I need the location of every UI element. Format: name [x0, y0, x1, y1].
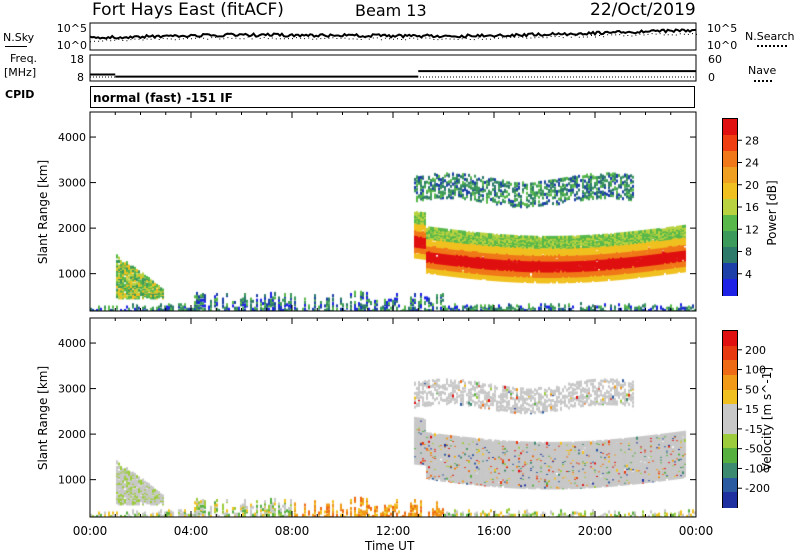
noise-tick-left-top: 10^5 [57, 22, 87, 35]
power-ytick-label: 1000 [58, 268, 86, 281]
power-colorbar-tick-label: 8 [745, 246, 752, 259]
cpid-box [90, 86, 695, 108]
velocity-colorbar-tick-label: 50 [745, 383, 759, 396]
colorbar-segment [723, 247, 737, 264]
power-colorbar [722, 118, 738, 296]
colorbar-segment [723, 183, 737, 200]
chart-title: Fort Hays East (fitACF) [92, 0, 284, 20]
nave-label: Nave [748, 64, 777, 77]
time-tick-label: 12:00 [376, 524, 411, 538]
velocity-colorbar [722, 330, 738, 508]
time-tick-label: 20:00 [578, 524, 613, 538]
colorbar-segment [723, 477, 737, 494]
velocity-ytick-label: 1000 [58, 474, 86, 487]
nave-tick-top: 60 [708, 53, 722, 66]
power-colorbar-tick-label: 16 [745, 201, 759, 214]
velocity-ytick-label: 3000 [58, 383, 86, 396]
velocity-colorbar-tick-label: -200 [745, 482, 770, 495]
velocity-colorbar-tick-label: 100 [745, 364, 766, 377]
time-tick-label: 08:00 [275, 524, 310, 538]
velocity-colorbar-tick-label: 200 [745, 344, 766, 357]
freq-unit-label: [MHz] [4, 66, 37, 79]
colorbar-segment [723, 433, 737, 450]
colorbar-segment [723, 231, 737, 248]
time-tick-label: 00:00 [679, 524, 714, 538]
beam-label: Beam 13 [355, 1, 427, 20]
colorbar-segment [723, 463, 737, 479]
power-ytick-label: 2000 [58, 222, 86, 235]
power-colorbar-tick-label: 24 [745, 157, 759, 170]
time-tick-label: 00:00 [73, 524, 108, 538]
nsky-trace [89, 28, 697, 40]
cpid-text: normal (fast) -151 IF [93, 91, 233, 105]
noise-panel: 10^5 10^0 10^5 10^0 [57, 22, 737, 52]
power-colorbar-tick-label: 4 [745, 268, 752, 281]
noise-tick-right-top: 10^5 [707, 22, 737, 35]
velocity-colorbar-tick-label: -50 [745, 443, 763, 456]
nsearch-trace [90, 33, 697, 43]
noise-tick-left-bottom: 10^0 [57, 39, 87, 52]
freq-label: Freq. [10, 52, 38, 65]
power-ytick-label: 4000 [58, 131, 86, 144]
colorbar-segment [723, 135, 737, 152]
freq-tick-bottom: 8 [77, 71, 84, 84]
colorbar-segment [723, 279, 737, 296]
nsearch-line-sample [757, 45, 787, 47]
colorbar-segment [723, 375, 737, 391]
colorbar-segment [723, 389, 737, 406]
velocity-heatmap [90, 318, 696, 517]
nsearch-label: N.Search [745, 30, 795, 43]
colorbar-segment [723, 345, 737, 362]
cpid-label: CPID [5, 88, 35, 101]
freq-tick-top: 18 [70, 53, 84, 66]
colorbar-segment [723, 199, 737, 216]
colorbar-segment [723, 119, 737, 136]
velocity-ytick-label: 2000 [58, 428, 86, 441]
nsky-line-sample [5, 46, 27, 47]
date-label: 22/Oct/2019 [590, 0, 696, 20]
velocity-colorbar-tick-label: 15 [745, 403, 759, 416]
colorbar-segment [723, 419, 737, 435]
power-colorbar-tick-label: 12 [745, 223, 759, 236]
time-tick-label: 04:00 [174, 524, 209, 538]
power-colorbar-tick-label: 20 [745, 179, 759, 192]
velocity-colorbar-tick-label: -15 [745, 423, 763, 436]
noise-tick-right-bottom: 10^0 [707, 39, 737, 52]
colorbar-segment [723, 167, 737, 184]
colorbar-segment [723, 263, 737, 280]
power-ytick-label: 3000 [58, 177, 86, 190]
power-colorbar-tick-label: 28 [745, 134, 759, 147]
time-axis-label: Time UT [365, 539, 415, 553]
power-heatmap [90, 112, 696, 311]
colorbar-segment [723, 215, 737, 232]
colorbar-segment [723, 151, 737, 168]
velocity-colorbar-tick-label: -100 [745, 462, 770, 475]
frequency-panel: 18 8 60 0 [70, 53, 722, 84]
nsky-label: N.Sky [3, 31, 35, 44]
time-tick-label: 16:00 [477, 524, 512, 538]
nave-tick-bottom: 0 [708, 71, 715, 84]
colorbar-segment [723, 492, 737, 508]
colorbar-segment [723, 360, 737, 376]
colorbar-segment [723, 331, 737, 347]
nave-line-sample [754, 80, 772, 82]
colorbar-segment [723, 404, 737, 420]
colorbar-segment [723, 448, 737, 464]
velocity-ytick-label: 4000 [58, 337, 86, 350]
